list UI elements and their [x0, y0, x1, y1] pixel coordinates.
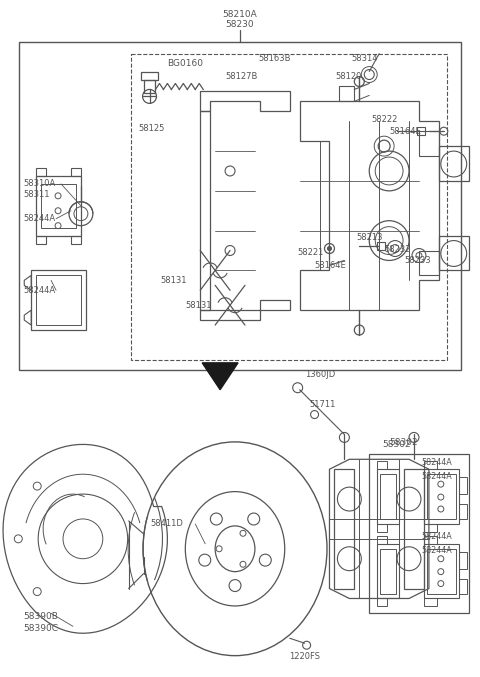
Bar — [141, 72, 158, 79]
Bar — [424, 544, 459, 598]
Text: 58390C: 58390C — [23, 624, 58, 633]
Text: 58302: 58302 — [382, 440, 411, 449]
Text: 58125: 58125 — [139, 124, 165, 133]
Text: 58163B: 58163B — [258, 54, 290, 63]
Bar — [335, 469, 354, 588]
Bar — [404, 469, 424, 588]
Text: 58311: 58311 — [23, 190, 50, 199]
Bar — [427, 549, 456, 594]
Text: 58302: 58302 — [389, 438, 418, 447]
Polygon shape — [202, 363, 238, 390]
Bar — [380, 549, 396, 594]
Text: 58232: 58232 — [384, 245, 411, 254]
Text: 58213: 58213 — [356, 233, 383, 242]
Bar — [380, 474, 396, 519]
Bar — [377, 242, 385, 250]
Text: 58164E: 58164E — [314, 261, 346, 270]
Bar — [419, 131, 439, 156]
Text: 58221: 58221 — [298, 248, 324, 257]
Text: 58233: 58233 — [404, 256, 431, 265]
Bar — [377, 469, 399, 524]
Bar — [427, 474, 456, 519]
Bar — [419, 250, 439, 276]
Bar — [31, 270, 86, 330]
Text: 51711: 51711 — [310, 400, 336, 409]
Text: 58244A: 58244A — [421, 546, 452, 555]
Text: 58314: 58314 — [351, 54, 378, 63]
Text: 58131: 58131 — [160, 276, 187, 285]
Bar — [439, 236, 468, 270]
Text: 58310A: 58310A — [23, 179, 56, 188]
Text: 58127B: 58127B — [225, 72, 257, 81]
Text: 1220FS: 1220FS — [289, 652, 320, 661]
Text: 58411D: 58411D — [151, 519, 183, 529]
Bar — [131, 53, 447, 360]
Text: 58131: 58131 — [185, 301, 212, 309]
Text: 58210A: 58210A — [223, 10, 257, 20]
Text: 58244A: 58244A — [23, 286, 55, 294]
Text: 58244A: 58244A — [421, 472, 452, 481]
Bar — [369, 454, 468, 613]
Circle shape — [327, 246, 332, 250]
Bar — [41, 184, 76, 227]
Bar — [417, 127, 425, 135]
Bar — [200, 111, 210, 310]
Bar — [424, 469, 459, 524]
Bar — [36, 176, 81, 236]
Text: 58222: 58222 — [371, 115, 397, 124]
Text: 58164E: 58164E — [389, 127, 421, 135]
Text: 58244A: 58244A — [421, 532, 452, 542]
Text: 58230: 58230 — [226, 20, 254, 29]
Text: BG0160: BG0160 — [168, 59, 204, 68]
Bar — [144, 79, 156, 93]
Text: 58244A: 58244A — [421, 458, 452, 466]
Text: 58244A: 58244A — [23, 214, 55, 223]
Text: 58120: 58120 — [336, 72, 362, 81]
Text: 1360JD: 1360JD — [305, 370, 335, 379]
Bar — [377, 544, 399, 598]
Bar — [19, 42, 461, 370]
Bar — [36, 276, 81, 325]
Bar — [439, 146, 468, 181]
Bar — [339, 87, 354, 102]
Text: 58390B: 58390B — [23, 612, 58, 621]
